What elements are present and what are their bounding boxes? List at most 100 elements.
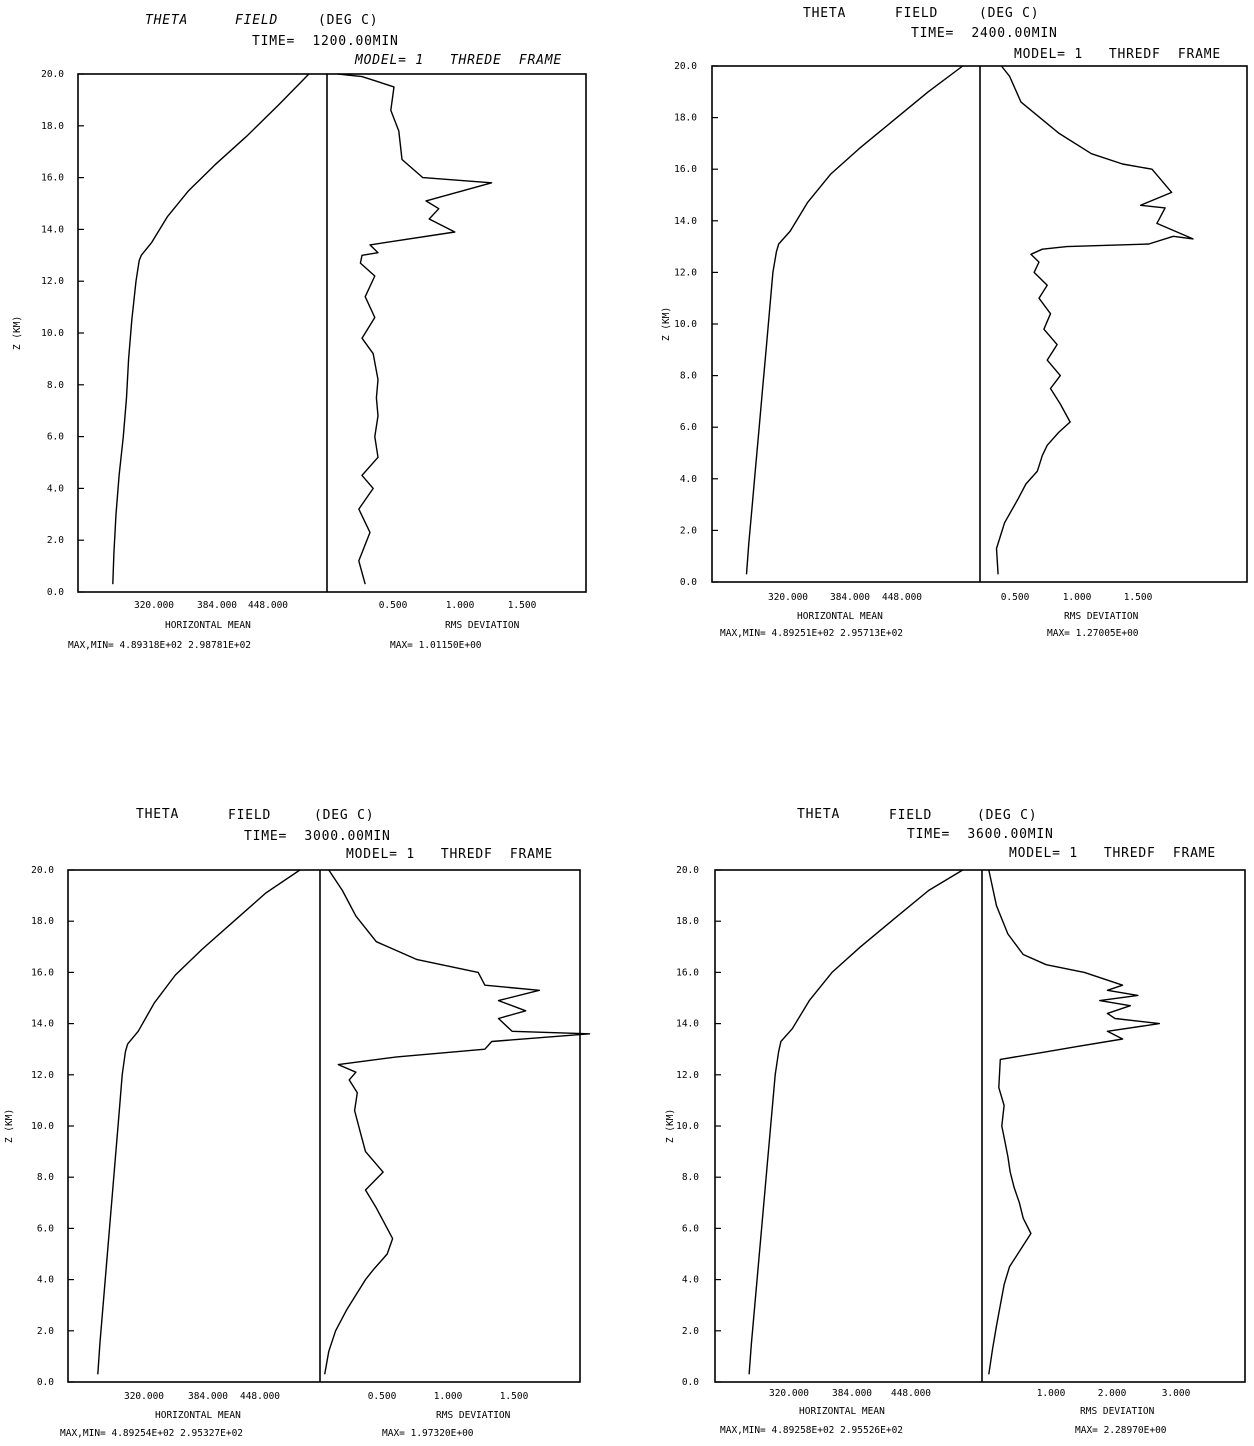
horizontal-mean-line [97, 869, 301, 1375]
rms-x-tick-label: 0.500 [1001, 592, 1030, 603]
y-tick-label: 12.0 [41, 276, 64, 287]
title-field: THETA [145, 13, 189, 28]
mean-x-tick-label: 384.000 [832, 1388, 872, 1399]
title-unit: (DEG C) [314, 808, 375, 823]
plot-frame [67, 869, 581, 1383]
y-tick-label: 4.0 [37, 1275, 54, 1286]
mean-max-min-stats: MAX,MIN= 4.89258E+02 2.95526E+02 [720, 1425, 903, 1436]
chart-panel-3: THETA FIELD (DEG C) TIME= 3600.00MIN MOD… [627, 795, 1254, 1446]
profile-plot-1: 0.0 2.0 4.0 6.0 8.0 10.0 12.0 14.0 16.0 18.0 20.0 Z… [661, 61, 1248, 639]
title-field: THETA [136, 807, 180, 822]
horizontal-mean-line [748, 869, 964, 1375]
y-tick-label: 4.0 [682, 1275, 699, 1286]
y-axis-label: Z (KM) [661, 307, 672, 341]
title-field-word: FIELD [228, 808, 272, 823]
chart-panel-0: THETA FIELD (DEG C) TIME= 1200.00MIN MOD… [0, 0, 627, 700]
y-tick-label: 6.0 [682, 1223, 699, 1234]
rms-x-axis-label: RMS DEVIATION [445, 620, 520, 631]
rms-x-tick-label: 1.000 [1037, 1388, 1066, 1399]
profile-plot-2: 0.0 2.0 4.0 6.0 8.0 10.0 12.0 14.0 16.0 18.0 20.0 Z… [4, 865, 591, 1439]
y-tick-label: 2.0 [682, 1326, 699, 1337]
y-tick-label: 20.0 [41, 69, 64, 80]
y-tick-label: 8.0 [680, 371, 697, 382]
y-axis-label: Z (KM) [4, 1109, 15, 1143]
y-axis-label: Z (KM) [12, 316, 23, 350]
mean-x-axis-label: HORIZONTAL MEAN [797, 611, 883, 622]
mean-x-tick-label: 320.000 [134, 600, 174, 611]
rms-x-tick-label: 1.500 [500, 1391, 529, 1402]
y-tick-label: 20.0 [31, 865, 54, 876]
profile-plot-3: 0.0 2.0 4.0 6.0 8.0 10.0 12.0 14.0 16.0 18.0 20.0 Z… [665, 865, 1246, 1436]
mean-x-tick-label: 384.000 [197, 600, 237, 611]
time-label: TIME= 1200.00MIN [252, 34, 399, 49]
rms-deviation-line [988, 869, 1161, 1375]
title-field-word: FIELD [889, 808, 933, 823]
rms-deviation-line [324, 869, 591, 1375]
model-label: MODEL= 1 THREDF FRAME [1014, 47, 1222, 62]
y-tick-label: 20.0 [674, 61, 697, 72]
chart-panel-1: THETA FIELD (DEG C) TIME= 2400.00MIN MOD… [627, 0, 1254, 700]
time-label: TIME= 3000.00MIN [244, 829, 391, 844]
y-tick-label: 16.0 [41, 173, 64, 184]
title-unit: (DEG C) [979, 6, 1040, 21]
y-tick-label: 16.0 [674, 164, 697, 175]
mean-x-tick-label: 448.000 [248, 600, 288, 611]
mean-x-tick-label: 384.000 [830, 592, 870, 603]
title-field-word: FIELD [235, 13, 279, 28]
y-tick-label: 8.0 [47, 380, 64, 391]
y-tick-label: 2.0 [37, 1326, 54, 1337]
rms-x-tick-label: 1.500 [508, 600, 537, 611]
title-unit: (DEG C) [977, 808, 1038, 823]
rms-x-tick-label: 1.000 [1063, 592, 1092, 603]
y-tick-label: 14.0 [676, 1019, 699, 1030]
rms-max-stats: MAX= 1.97320E+00 [382, 1428, 474, 1439]
mean-x-tick-label: 448.000 [891, 1388, 931, 1399]
mean-x-axis-label: HORIZONTAL MEAN [799, 1406, 885, 1417]
y-tick-label: 10.0 [31, 1121, 54, 1132]
rms-x-axis-label: RMS DEVIATION [1080, 1406, 1155, 1417]
y-tick-label: 2.0 [680, 525, 697, 536]
y-tick-label: 18.0 [676, 916, 699, 927]
rms-x-tick-label: 3.000 [1162, 1388, 1191, 1399]
mean-x-axis-label: HORIZONTAL MEAN [165, 620, 251, 631]
y-tick-label: 8.0 [37, 1172, 54, 1183]
title-field: THETA [797, 807, 841, 822]
rms-x-tick-label: 1.000 [446, 600, 475, 611]
mean-max-min-stats: MAX,MIN= 4.89251E+02 2.95713E+02 [720, 628, 903, 639]
mean-x-tick-label: 320.000 [124, 1391, 164, 1402]
rms-max-stats: MAX= 1.27005E+00 [1047, 628, 1139, 639]
mean-x-tick-label: 320.000 [768, 592, 808, 603]
time-label: TIME= 3600.00MIN [907, 827, 1054, 842]
mean-max-min-stats: MAX,MIN= 4.89318E+02 2.98781E+02 [68, 640, 251, 651]
y-tick-label: 12.0 [676, 1070, 699, 1081]
plot-frame [714, 869, 1246, 1383]
plot-frame [77, 73, 587, 593]
rms-deviation-line [995, 65, 1194, 575]
rms-x-axis-label: RMS DEVIATION [1064, 611, 1139, 622]
time-label: TIME= 2400.00MIN [911, 26, 1058, 41]
y-tick-label: 0.0 [680, 577, 697, 588]
y-tick-label: 12.0 [31, 1070, 54, 1081]
y-tick-label: 6.0 [680, 422, 697, 433]
model-label: MODEL= 1 THREDE FRAME [355, 53, 563, 68]
y-tick-label: 10.0 [676, 1121, 699, 1132]
y-tick-label: 14.0 [31, 1019, 54, 1030]
y-tick-label: 20.0 [676, 865, 699, 876]
y-tick-label: 16.0 [31, 967, 54, 978]
y-tick-label: 8.0 [682, 1172, 699, 1183]
y-tick-label: 14.0 [41, 224, 64, 235]
rms-x-tick-label: 1.500 [1124, 592, 1153, 603]
model-label: MODEL= 1 THREDF FRAME [346, 847, 554, 862]
mean-x-axis-label: HORIZONTAL MEAN [155, 1410, 241, 1421]
rms-x-tick-label: 0.500 [368, 1391, 397, 1402]
horizontal-mean-line [112, 73, 310, 585]
title-unit: (DEG C) [318, 13, 379, 28]
profile-plot-0: 0.0 2.0 4.0 6.0 8.0 10.0 12.0 14.0 16.0 18.0 20.0 Z… [12, 69, 587, 651]
mean-x-tick-label: 384.000 [188, 1391, 228, 1402]
mean-max-min-stats: MAX,MIN= 4.89254E+02 2.95327E+02 [60, 1428, 243, 1439]
rms-max-stats: MAX= 2.28970E+00 [1075, 1425, 1167, 1436]
mean-x-tick-label: 448.000 [240, 1391, 280, 1402]
rms-x-tick-label: 2.000 [1098, 1388, 1127, 1399]
y-tick-label: 18.0 [674, 113, 697, 124]
horizontal-mean-line [745, 65, 964, 575]
